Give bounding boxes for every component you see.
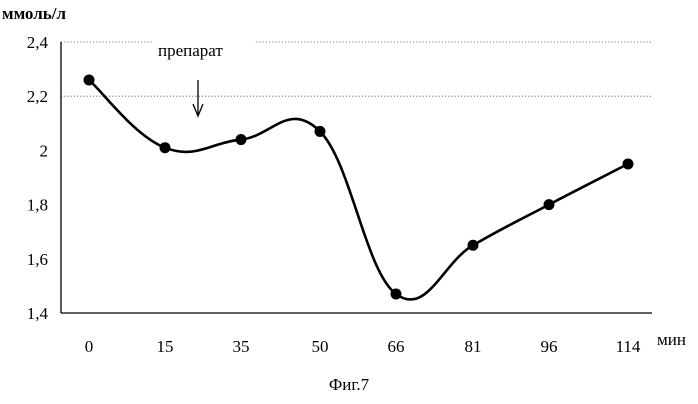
data-point [236, 134, 247, 145]
y-tick-label: 1,8 [27, 196, 48, 215]
data-point [315, 126, 326, 137]
data-point [391, 289, 402, 300]
x-tick-label: 114 [616, 337, 641, 356]
x-tick-label: 66 [388, 337, 405, 356]
y-tick-labels: 1,4 1,6 1,8 2 2,2 2,4 [27, 33, 49, 323]
y-tick-label: 1,6 [27, 250, 48, 269]
data-point [544, 199, 555, 210]
annotation-arrow [193, 80, 203, 116]
x-tick-label: 0 [85, 337, 94, 356]
y-axis-label: ммоль/л [2, 4, 66, 23]
data-point [84, 74, 95, 85]
x-axis-label: мин [657, 330, 686, 349]
data-point [468, 240, 479, 251]
gridlines [61, 42, 652, 96]
x-tick-label: 96 [541, 337, 558, 356]
data-points [84, 74, 634, 299]
x-tick-label: 50 [312, 337, 329, 356]
annotation-label: препарат [158, 41, 223, 60]
data-point [623, 158, 634, 169]
series-line [89, 80, 628, 300]
y-tick-label: 2,2 [27, 87, 48, 106]
x-tick-labels: 0 15 35 50 66 81 96 114 [85, 337, 641, 356]
x-tick-label: 81 [465, 337, 482, 356]
figure-caption: Фиг.7 [329, 375, 370, 394]
y-tick-label: 2,4 [27, 33, 49, 52]
data-point [160, 142, 171, 153]
x-tick-label: 15 [157, 337, 174, 356]
y-tick-label: 2 [40, 141, 49, 160]
y-tick-label: 1,4 [27, 304, 49, 323]
x-tick-label: 35 [233, 337, 250, 356]
